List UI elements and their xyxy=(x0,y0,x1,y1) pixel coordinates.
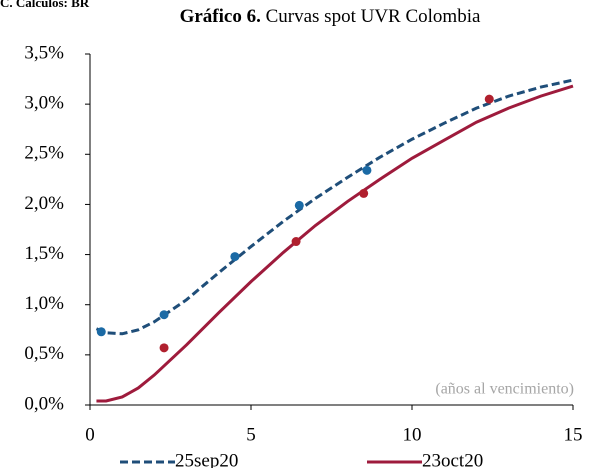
curve xyxy=(95,78,574,336)
y-tick-label: 1,5% xyxy=(24,243,64,264)
point xyxy=(159,310,169,320)
x-tick-label: 15 xyxy=(564,424,583,445)
point xyxy=(230,252,240,262)
y-tick-label: 2,0% xyxy=(24,193,64,214)
point xyxy=(291,237,301,247)
point xyxy=(359,188,369,198)
axis-note: (años al vencimiento) xyxy=(435,381,574,398)
legend-label: 23oct20 xyxy=(422,450,483,468)
title-label: Gráfico 6. xyxy=(180,6,261,27)
y-tick-label: 2,5% xyxy=(24,143,64,164)
curve xyxy=(96,84,574,403)
y-tick-label: 3,0% xyxy=(24,93,64,114)
point xyxy=(484,94,494,104)
title-text: Curvas spot UVR Colombia xyxy=(266,6,481,27)
chart-title: Gráfico 6. Curvas spot UVR Colombia xyxy=(180,6,481,27)
point xyxy=(159,343,169,353)
y-tick-label: 1,0% xyxy=(24,293,64,314)
y-tick-label: 0,5% xyxy=(24,343,64,364)
point xyxy=(362,165,372,175)
x-tick-label: 10 xyxy=(403,424,422,445)
legend-label: 25sep20 xyxy=(175,450,238,468)
y-tick-label: 3,5% xyxy=(24,42,64,63)
point xyxy=(96,327,106,337)
x-tick-label: 0 xyxy=(85,424,95,445)
point xyxy=(294,200,304,210)
y-tick-label: 0,0% xyxy=(24,393,64,414)
source-note: C. Cálculos: BR xyxy=(0,0,90,10)
x-tick-label: 5 xyxy=(246,424,256,445)
